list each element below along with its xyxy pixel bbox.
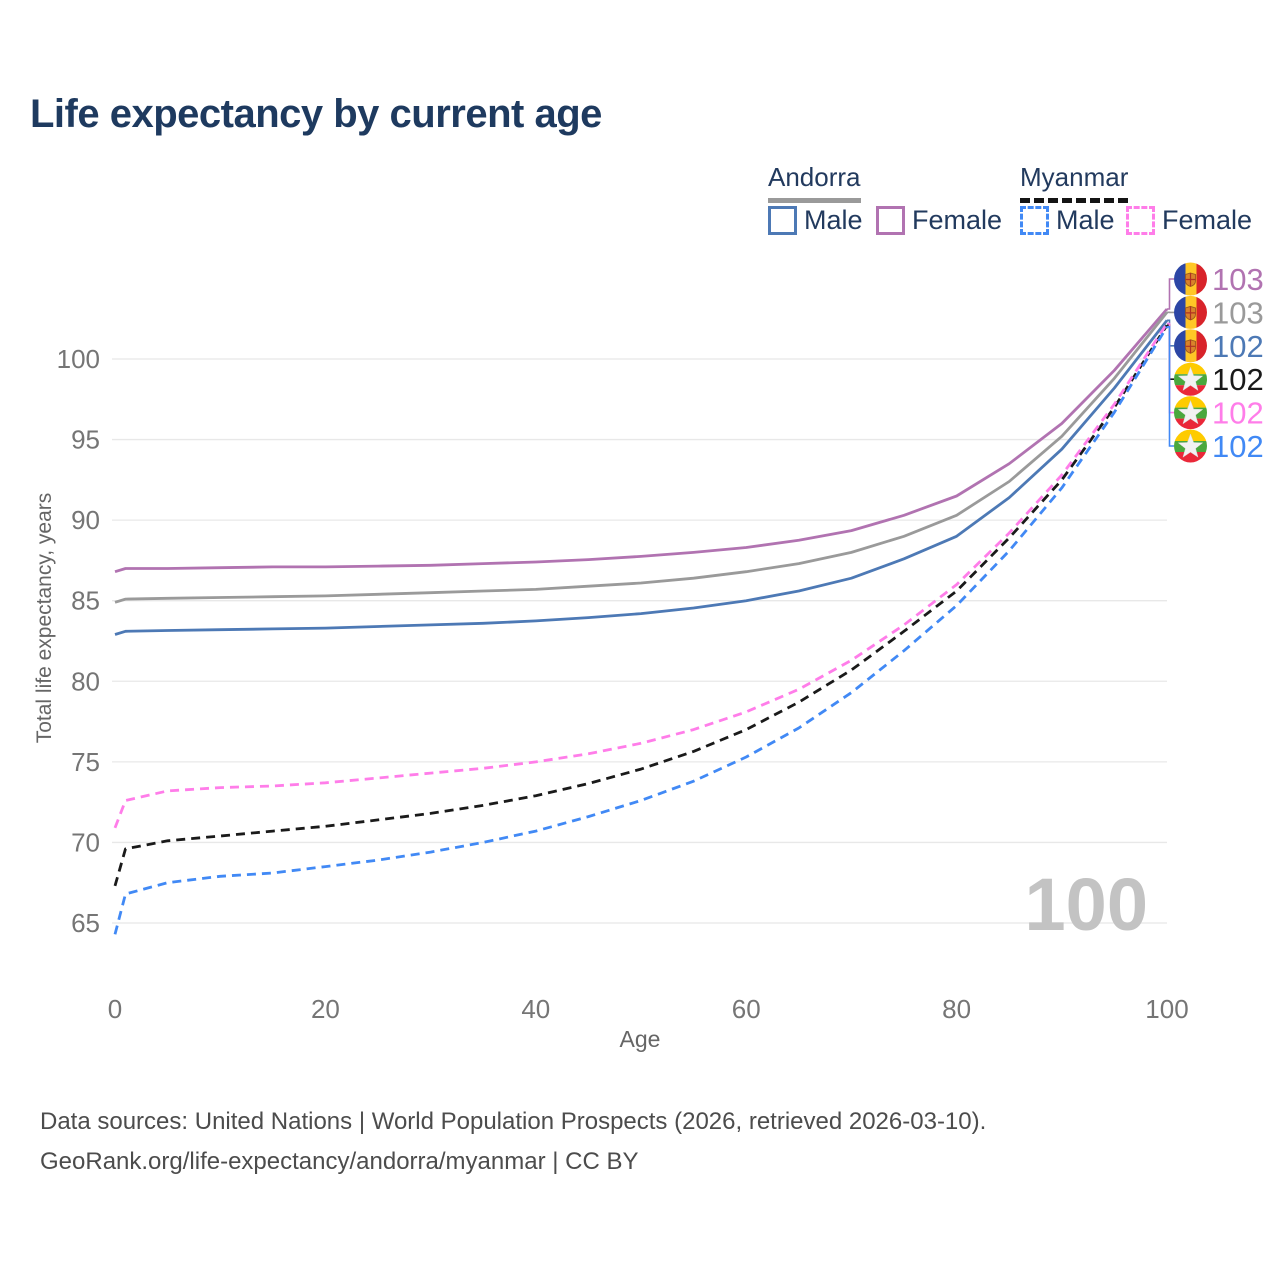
series-line-myanmar-female[interactable]	[113, 322, 1169, 829]
series-line-andorra-both[interactable]	[114, 311, 1169, 604]
hovered-age-watermark: 100	[1024, 863, 1148, 946]
y-tick-100: 100	[57, 344, 100, 374]
legend-item-andorra-male[interactable]: Male	[768, 205, 863, 235]
end-label-value: 103	[1212, 295, 1264, 330]
x-tick-60: 60	[732, 994, 761, 1024]
end-label-connector	[1167, 322, 1174, 414]
end-label-value: 102	[1212, 396, 1264, 431]
series-line-myanmar-both[interactable]	[113, 324, 1169, 887]
end-label-value: 102	[1212, 429, 1264, 464]
flag-icon-myanmar	[1174, 396, 1207, 430]
y-tick-65: 65	[71, 908, 100, 938]
flag-icon-andorra	[1174, 262, 1207, 296]
legend-group-andorra[interactable]: Andorra	[768, 162, 861, 203]
legend-label-andorra-female: Female	[912, 204, 1003, 235]
legend-item-myanmar-female[interactable]: Female	[1126, 205, 1252, 235]
end-label-value: 102	[1212, 362, 1264, 397]
legend-checkbox-myanmar-male[interactable]	[1020, 205, 1049, 235]
legend-label-andorra-male: Male	[804, 204, 863, 235]
legend-item-myanmar-male[interactable]: Male	[1020, 205, 1115, 235]
y-tick-95: 95	[71, 425, 100, 455]
legend-checkbox-andorra-female[interactable]	[876, 205, 905, 235]
y-tick-70: 70	[71, 827, 100, 857]
x-tick-100: 100	[1145, 994, 1188, 1024]
end-label-connector	[1167, 324, 1174, 380]
end-label-value: 102	[1212, 329, 1264, 364]
x-axis-title: Age	[619, 1026, 661, 1052]
end-label-connector	[1167, 326, 1174, 447]
x-tick-80: 80	[942, 994, 971, 1024]
end-label-value: 103	[1212, 262, 1264, 297]
legend-label-myanmar-female: Female	[1162, 204, 1253, 235]
x-tick-20: 20	[311, 994, 340, 1024]
series-line-andorra-male[interactable]	[114, 319, 1169, 636]
series-line-myanmar-male[interactable]	[113, 326, 1169, 935]
flag-icon-myanmar	[1174, 429, 1207, 463]
flag-icon-myanmar	[1174, 362, 1207, 396]
legend-checkbox-andorra-male[interactable]	[768, 205, 797, 235]
y-tick-80: 80	[71, 666, 100, 696]
legend-item-andorra-female[interactable]: Female	[876, 205, 1002, 235]
footer-attribution-link[interactable]: GeoRank.org/life-expectancy/andorra/myan…	[40, 1148, 639, 1175]
x-tick-0: 0	[108, 994, 122, 1024]
legend-label-myanmar-male: Male	[1056, 204, 1115, 235]
y-tick-90: 90	[71, 505, 100, 535]
legend-checkbox-myanmar-female[interactable]	[1126, 205, 1155, 235]
y-tick-85: 85	[71, 586, 100, 616]
footer-data-sources: Data sources: United Nations | World Pop…	[40, 1108, 987, 1135]
y-tick-75: 75	[71, 747, 100, 777]
flag-icon-andorra	[1174, 295, 1207, 329]
x-tick-40: 40	[521, 994, 550, 1024]
end-label-connector	[1167, 278, 1174, 310]
page-title: Life expectancy by current age	[30, 92, 602, 136]
series-line-andorra-female[interactable]	[114, 308, 1169, 574]
flag-icon-andorra	[1174, 329, 1207, 363]
legend-group-myanmar[interactable]: Myanmar	[1020, 162, 1129, 203]
